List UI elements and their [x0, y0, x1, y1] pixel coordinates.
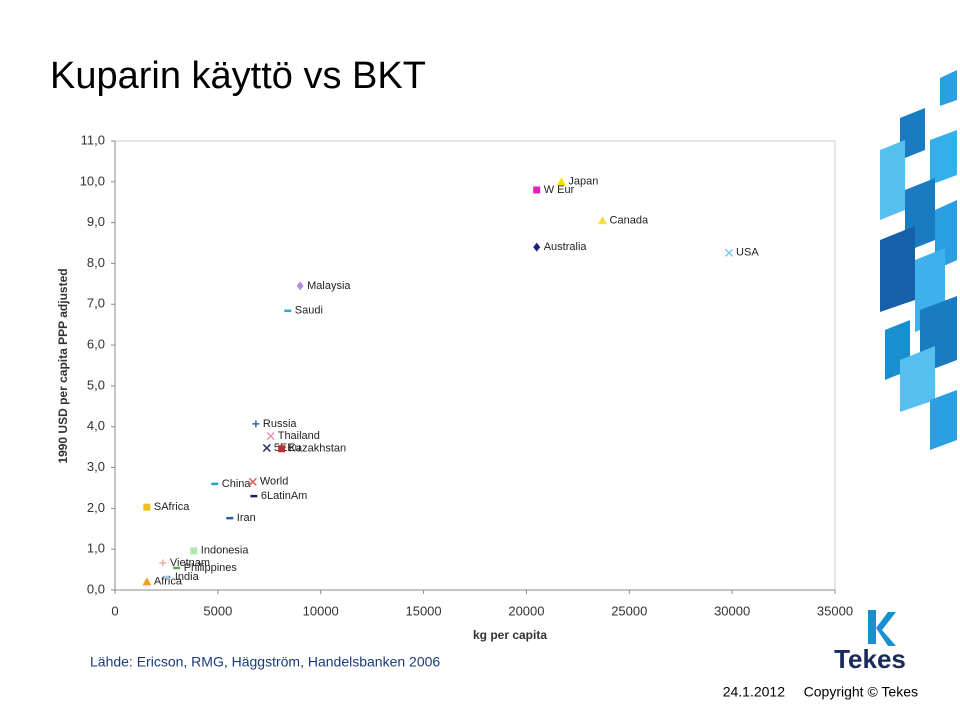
y-tick-label: 9,0 — [87, 214, 105, 229]
point — [252, 420, 260, 428]
point — [278, 445, 286, 453]
y-tick-label: 0,0 — [87, 581, 105, 596]
point-label: Japan — [568, 176, 598, 188]
point-label: Thailand — [278, 430, 320, 442]
point — [190, 547, 198, 555]
x-axis-title: kg per capita — [473, 628, 547, 642]
point — [296, 281, 304, 291]
y-tick-label: 4,0 — [87, 418, 105, 433]
point-label: Saudi — [295, 305, 323, 317]
y-tick-label: 11,0 — [81, 132, 105, 147]
point — [556, 177, 566, 186]
footer-copyright: Copyright © Tekes — [804, 684, 918, 700]
point — [533, 186, 541, 194]
point-label: Philippines — [184, 562, 238, 574]
x-tick-label: 25000 — [611, 603, 647, 618]
point-label: Africa — [154, 576, 183, 588]
point — [143, 503, 151, 511]
y-tick-label: 7,0 — [87, 296, 105, 311]
point-label: Kazakhstan — [289, 443, 346, 455]
point — [142, 577, 152, 586]
x-tick-label: 5000 — [203, 603, 232, 618]
point-label: World — [260, 476, 289, 488]
x-tick-label: 35000 — [817, 603, 853, 618]
x-tick-label: 20000 — [508, 603, 544, 618]
point-label: Indonesia — [201, 545, 250, 557]
point — [248, 477, 257, 486]
x-tick-label: 15000 — [405, 603, 441, 618]
y-tick-label: 8,0 — [87, 255, 105, 270]
point-label: Canada — [610, 215, 649, 227]
plot-area — [114, 140, 836, 591]
y-tick-label: 6,0 — [87, 337, 105, 352]
y-tick-label: 1,0 — [87, 541, 105, 556]
point-label: Australia — [544, 241, 588, 253]
point-label: W Eur — [544, 184, 575, 196]
point-label: India — [175, 571, 200, 583]
source: Lähde: Ericson, RMG, Häggström, Handelsb… — [90, 654, 440, 670]
y-tick-label: 3,0 — [87, 459, 105, 474]
point — [725, 248, 734, 257]
point — [262, 443, 271, 452]
point-label: SAfrica — [154, 501, 190, 513]
x-tick-label: 30000 — [714, 603, 750, 618]
x-tick-label: 10000 — [303, 603, 339, 618]
x-tick-label: 0 — [111, 603, 118, 618]
point-label: Malaysia — [307, 280, 351, 292]
point-label: USA — [736, 247, 759, 259]
y-tick-label: 2,0 — [87, 500, 105, 515]
point-label: Iran — [237, 512, 256, 524]
decoration — [880, 70, 957, 450]
y-tick-label: 10,0 — [80, 173, 105, 188]
y-axis-title: 1990 USD per capita PPP adjusted — [56, 268, 70, 463]
tekes-logo: Tekes — [834, 610, 906, 674]
point-label: Russia — [263, 418, 298, 430]
footer-date: 24.1.2012 — [723, 684, 785, 700]
point-label: China — [222, 478, 252, 490]
point — [266, 432, 275, 441]
point-label: Vietnam — [170, 557, 210, 569]
point-label: 6LatinAm — [261, 490, 307, 502]
point — [159, 559, 167, 567]
logo-text: Tekes — [834, 644, 906, 674]
slide-title: Kuparin käyttö vs BKT — [50, 55, 426, 97]
point — [533, 242, 541, 252]
point — [598, 216, 608, 225]
y-tick-label: 5,0 — [87, 377, 105, 392]
